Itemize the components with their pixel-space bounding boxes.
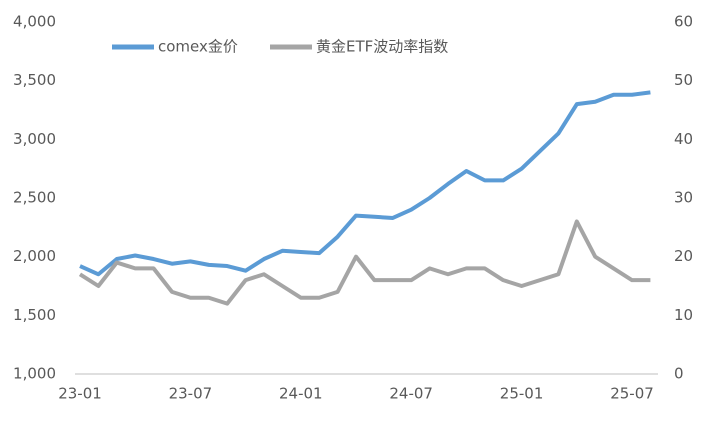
y2-tick-label: 30 [674, 189, 693, 207]
y2-tick-label: 10 [674, 306, 693, 324]
y-tick-label: 2,000 [13, 247, 56, 265]
y-tick-label: 2,500 [13, 189, 56, 207]
y2-tick-label: 40 [674, 130, 693, 148]
y2-tick-label: 60 [674, 13, 693, 31]
legend-label: comex金价 [158, 38, 238, 56]
x-tick-label: 23-07 [169, 385, 213, 403]
y-tick-label: 1,000 [13, 365, 56, 383]
y-tick-label: 3,500 [13, 71, 56, 89]
y-tick-label: 3,000 [13, 130, 56, 148]
y-tick-label: 1,500 [13, 306, 56, 324]
series-line [79, 90, 651, 277]
y2-tick-label: 50 [674, 71, 693, 89]
y-tick-label: 4,000 [13, 13, 56, 31]
x-tick-label: 24-07 [389, 385, 433, 403]
x-tick-label: 25-07 [610, 385, 654, 403]
y2-tick-label: 20 [674, 247, 693, 265]
legend-label: 黄金ETF波动率指数 [316, 38, 448, 56]
x-tick-label: 24-01 [279, 385, 323, 403]
y2-tick-label: 0 [674, 365, 684, 383]
series-line [78, 219, 651, 306]
x-tick-label: 23-01 [58, 385, 102, 403]
x-tick-label: 25-01 [500, 385, 544, 403]
